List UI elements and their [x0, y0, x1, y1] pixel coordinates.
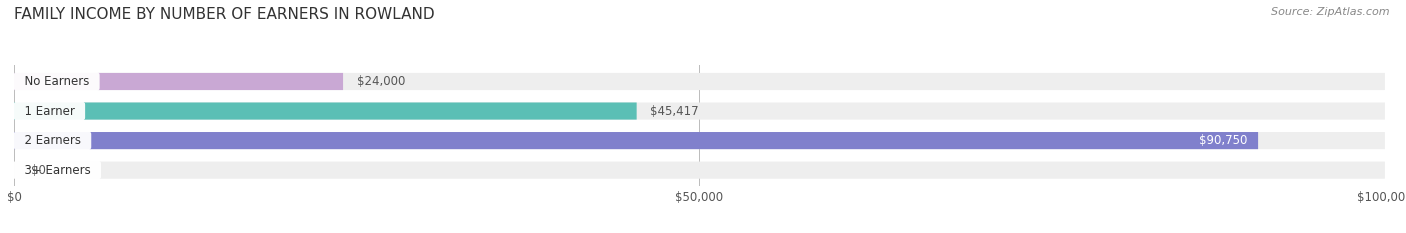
FancyBboxPatch shape: [14, 161, 1385, 179]
FancyBboxPatch shape: [14, 103, 637, 120]
Text: $45,417: $45,417: [651, 105, 699, 117]
Text: 3+ Earners: 3+ Earners: [17, 164, 98, 177]
Text: $90,750: $90,750: [1199, 134, 1247, 147]
FancyBboxPatch shape: [14, 73, 1385, 90]
FancyBboxPatch shape: [14, 103, 1385, 120]
FancyBboxPatch shape: [14, 132, 1258, 149]
Text: 2 Earners: 2 Earners: [17, 134, 89, 147]
Text: $24,000: $24,000: [357, 75, 405, 88]
Text: No Earners: No Earners: [17, 75, 97, 88]
Text: 1 Earner: 1 Earner: [17, 105, 82, 117]
Text: $0: $0: [31, 164, 45, 177]
Text: Source: ZipAtlas.com: Source: ZipAtlas.com: [1271, 7, 1389, 17]
FancyBboxPatch shape: [14, 73, 343, 90]
Text: FAMILY INCOME BY NUMBER OF EARNERS IN ROWLAND: FAMILY INCOME BY NUMBER OF EARNERS IN RO…: [14, 7, 434, 22]
FancyBboxPatch shape: [14, 132, 1385, 149]
